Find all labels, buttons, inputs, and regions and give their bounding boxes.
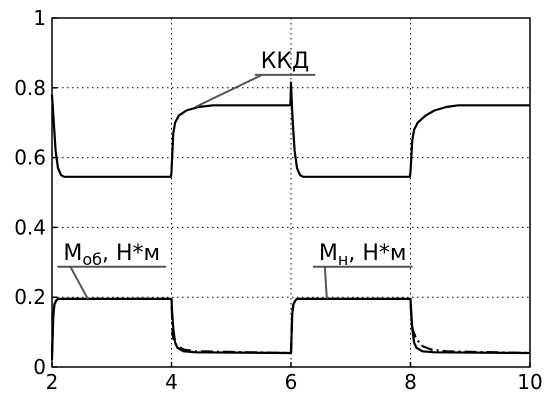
x-tick-label: 10 bbox=[517, 370, 542, 394]
annotation-main: ККД bbox=[261, 49, 309, 74]
annotation-main: М bbox=[63, 241, 82, 266]
annotation-leader bbox=[194, 73, 263, 108]
annotation-leader bbox=[69, 266, 89, 300]
y-tick-label: 0.8 bbox=[14, 76, 46, 100]
series-group bbox=[50, 81, 531, 361]
series-line-2 bbox=[50, 297, 531, 361]
annotation-label: Моб, Н*м bbox=[63, 241, 160, 269]
annotation-subscript: об bbox=[82, 250, 102, 269]
y-tick-label: 0.4 bbox=[14, 215, 46, 239]
y-tick-label: 0 bbox=[33, 355, 46, 379]
x-tick-label: 6 bbox=[285, 370, 298, 394]
x-tick-label: 2 bbox=[46, 370, 59, 394]
annotation-leader bbox=[323, 266, 328, 300]
series-line-0 bbox=[50, 81, 530, 178]
annotation-suffix: , Н*м bbox=[102, 241, 160, 266]
annotation-label: ККД bbox=[261, 49, 309, 74]
y-tick-label: 0.6 bbox=[14, 146, 46, 170]
annotation-label: Мн, Н*м bbox=[319, 241, 407, 269]
annotation-suffix: , Н*м bbox=[348, 241, 406, 266]
y-tick-label: 0.2 bbox=[14, 285, 46, 309]
x-tick-label: 8 bbox=[404, 370, 417, 394]
ticks: 2 4 6 8 10 0 0.2 0.4 0.6 0.8 1 bbox=[14, 6, 543, 394]
x-tick-label: 4 bbox=[165, 370, 178, 394]
annotation-subscript: н bbox=[338, 250, 348, 269]
y-tick-label: 1 bbox=[33, 6, 46, 30]
annotation-main: М bbox=[319, 241, 338, 266]
